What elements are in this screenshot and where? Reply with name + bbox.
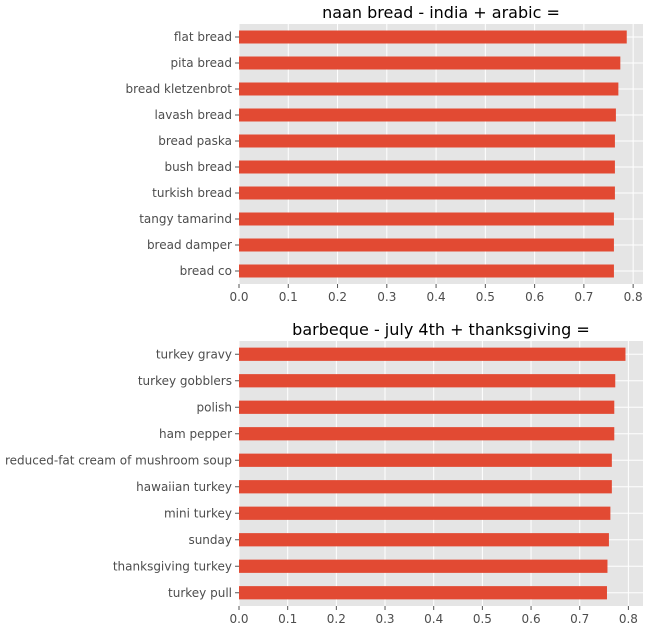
y-tick-label-thanksgiving-turkey: thanksgiving turkey	[113, 559, 232, 573]
x-tick-label: 0.7	[574, 290, 593, 304]
x-tick-label: 0.6	[525, 290, 544, 304]
x-tick-label: 0.5	[476, 290, 495, 304]
y-tick-label-flat-bread: flat bread	[174, 30, 232, 44]
x-tick-label: 0.3	[377, 290, 396, 304]
bar-bread-kletzenbrot	[239, 82, 619, 96]
x-tick-label: 0.2	[328, 290, 347, 304]
x-tick-label: 0.1	[278, 612, 297, 626]
y-tick-label-tangy-tamarind: tangy tamarind	[139, 212, 232, 226]
bar-hawaiian-turkey	[239, 480, 612, 494]
x-tick-label: 0.6	[522, 612, 541, 626]
x-tick-label: 0.4	[427, 290, 446, 304]
bar-reduced-fat-cream-of-mushroom-soup	[239, 453, 612, 467]
x-tick-label: 0.4	[424, 612, 443, 626]
bar-pita-bread	[239, 56, 621, 70]
y-tick-label-pita-bread: pita bread	[171, 56, 232, 70]
chart-title: naan bread - india + arabic =	[322, 3, 560, 22]
bar-turkey-pull	[239, 586, 607, 600]
y-tick-label-mini-turkey: mini turkey	[164, 506, 232, 520]
bar-turkish-bread	[239, 186, 615, 200]
y-tick-label-lavash-bread: lavash bread	[155, 108, 232, 122]
y-tick-label-bread-co: bread co	[180, 264, 232, 278]
x-tick-label: 0.8	[619, 612, 638, 626]
chart-panel-2: 0.0 0.1 0.2 0.3 0.4 0.5 0.6 0.7 0.8 turkey gravy t…	[5, 320, 643, 626]
bar-bread-damper	[239, 238, 614, 252]
x-tick-label: 0.1	[279, 290, 298, 304]
bar-turkey-gobblers	[239, 374, 616, 388]
bar-tangy-tamarind	[239, 212, 614, 226]
y-tick-label-turkey-gravy: turkey gravy	[156, 347, 232, 361]
bar-ham-pepper	[239, 427, 615, 441]
bar-bread-paska	[239, 134, 615, 148]
chart-panel-1: 0.0 0.1 0.2 0.3 0.4 0.5 0.6 0.7 0.8 flat bread pit…	[126, 3, 643, 304]
bar-flat-bread	[239, 30, 627, 44]
bar-bush-bread	[239, 160, 615, 174]
bar-mini-turkey	[239, 506, 611, 520]
y-tick-label-ham-pepper: ham pepper	[159, 427, 232, 441]
y-tick-label-reduced-fat-cream-of-mushroom-soup: reduced-fat cream of mushroom soup	[5, 453, 232, 467]
y-tick-label-bread-damper: bread damper	[147, 238, 232, 252]
y-tick-label-sunday: sunday	[188, 533, 232, 547]
y-tick-label-turkey-pull: turkey pull	[168, 586, 232, 600]
y-tick-label-turkish-bread: turkish bread	[152, 186, 232, 200]
x-tick-label: 0.3	[375, 612, 394, 626]
bar-polish	[239, 400, 615, 414]
chart-title: barbeque - july 4th + thanksgiving =	[292, 320, 590, 339]
y-tick-label-hawaiian-turkey: hawaiian turkey	[136, 480, 232, 494]
y-tick-label-polish: polish	[197, 400, 232, 414]
x-tick-label: 0.2	[327, 612, 346, 626]
y-tick-label-bush-bread: bush bread	[164, 160, 232, 174]
x-tick-label: 0.0	[229, 290, 248, 304]
y-tick-label-bread-paska: bread paska	[158, 134, 232, 148]
bar-turkey-gravy	[239, 347, 626, 361]
x-tick-label: 0.8	[624, 290, 643, 304]
bar-lavash-bread	[239, 108, 616, 122]
bar-sunday	[239, 533, 609, 547]
bar-bread-co	[239, 264, 614, 278]
y-tick-label-turkey-gobblers: turkey gobblers	[138, 374, 232, 388]
x-tick-label: 0.0	[229, 612, 248, 626]
x-tick-label: 0.7	[570, 612, 589, 626]
y-tick-label-bread-kletzenbrot: bread kletzenbrot	[126, 82, 233, 96]
bar-thanksgiving-turkey	[239, 559, 608, 573]
x-tick-label: 0.5	[473, 612, 492, 626]
